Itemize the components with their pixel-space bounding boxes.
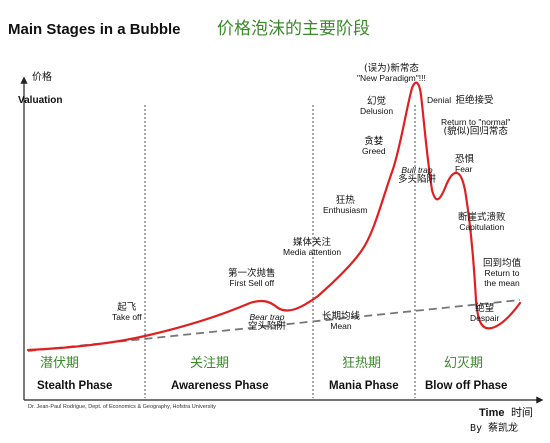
phase-cn-stealth: 潜伏期 bbox=[40, 356, 80, 371]
y-axis-label-en: Valuation bbox=[18, 95, 63, 106]
label-bear-trap: Bear trap 空头陷阱 bbox=[248, 312, 287, 333]
phase-cn-awareness: 关注期 bbox=[190, 356, 230, 371]
label-fear: 恐惧 Fear bbox=[455, 154, 475, 175]
phase-cn-mania: 狂热期 bbox=[342, 356, 382, 371]
label-despair: 绝望 Despair bbox=[470, 303, 500, 324]
label-return-to-mean: 回到均值 Return to the mean bbox=[483, 258, 522, 288]
label-media-attention: 媒体关注 Media attention bbox=[283, 237, 342, 258]
label-first-sell-off: 第一次抛售 First Sell off bbox=[228, 268, 276, 289]
bubble-curve bbox=[26, 81, 522, 352]
phase-en-mania: Mania Phase bbox=[329, 380, 399, 392]
phase-cn-blow-off: 幻灭期 bbox=[444, 356, 484, 371]
label-mean: 长期均线 Mean bbox=[322, 311, 361, 332]
label-greed: 贪婪 Greed bbox=[362, 136, 386, 157]
y-axis-label-cn: 价格 bbox=[32, 72, 52, 83]
label-denial: Denial 拒绝接受 bbox=[427, 95, 494, 106]
title-english: Main Stages in a Bubble bbox=[8, 21, 181, 38]
label-delusion: 幻觉 Delusion bbox=[360, 96, 394, 117]
label-return-to-normal: Return to "normal" (貌似)回归常态 bbox=[441, 117, 511, 138]
title-chinese: 价格泡沫的主要阶段 bbox=[217, 19, 370, 39]
phase-en-awareness: Awareness Phase bbox=[171, 380, 269, 392]
label-capitulation: 断崖式溃败 Capitulation bbox=[458, 212, 506, 233]
label-new-paradigm: (误为)新常态 "New Paradigm"!!! bbox=[357, 63, 426, 84]
label-bull-trap: Bull trap 多头陷阱 bbox=[398, 165, 437, 186]
phase-en-blow-off: Blow off Phase bbox=[425, 380, 508, 392]
x-axis-label: Time 时间 bbox=[479, 406, 533, 419]
phase-en-stealth: Stealth Phase bbox=[37, 380, 113, 392]
source-credit: Dr. Jean-Paul Rodrigue, Dept. of Economi… bbox=[28, 404, 216, 410]
author-byline: By 蔡凯龙 bbox=[470, 423, 519, 434]
label-take-off: 起飞 Take off bbox=[112, 302, 142, 323]
label-enthusiasm: 狂热 Enthusiasm bbox=[323, 195, 368, 216]
